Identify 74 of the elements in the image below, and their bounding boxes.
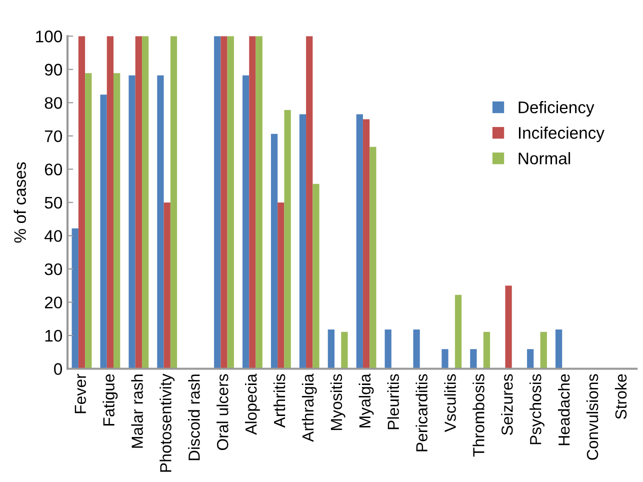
y-tick-label: 20 xyxy=(44,296,62,308)
x-tick-label: Seizures xyxy=(501,374,513,436)
bar xyxy=(341,332,348,369)
bar xyxy=(384,329,392,369)
bar xyxy=(164,202,170,369)
bar xyxy=(527,349,534,369)
bar xyxy=(78,36,86,369)
bar xyxy=(306,36,313,369)
y-tick-label: 80 xyxy=(44,97,62,109)
x-tick-label: Convulsions xyxy=(586,374,598,460)
bar xyxy=(242,75,250,369)
bar xyxy=(142,36,149,369)
x-tick-label: Stroke xyxy=(614,374,627,420)
y-tick-label: 50 xyxy=(44,196,62,209)
x-tick-label: Arthralgia xyxy=(302,374,317,442)
x-tick-label: Vsculitis xyxy=(444,374,456,432)
bar xyxy=(413,329,420,369)
legend-label: Incifeciency xyxy=(518,126,604,142)
bar xyxy=(220,36,228,369)
x-tick-label: Arthritis xyxy=(273,374,286,428)
x-tick-label: Fatigue xyxy=(102,374,118,426)
bar xyxy=(214,36,221,369)
y-tick-label: 10 xyxy=(45,330,62,342)
x-tick-label: Photosentivity xyxy=(160,374,175,472)
bar xyxy=(312,184,320,369)
bar xyxy=(540,332,547,369)
bar xyxy=(470,349,477,369)
y-tick-label: 0 xyxy=(54,363,62,375)
bar xyxy=(328,329,334,369)
bar xyxy=(256,36,262,369)
bar xyxy=(356,114,363,369)
x-tick-label: Fever xyxy=(74,374,86,414)
bar xyxy=(442,349,448,369)
bar xyxy=(278,202,284,369)
legend-label: Deficiency xyxy=(518,101,594,117)
bar xyxy=(505,286,512,369)
y-tick-label: 30 xyxy=(44,263,62,276)
y-tick-label: 40 xyxy=(44,230,62,242)
x-tick-label: Myositis xyxy=(330,374,346,430)
y-axis-title: % of cases xyxy=(14,162,26,243)
x-tick-label: Psychosis xyxy=(530,374,544,444)
y-tick-label: 100 xyxy=(36,30,62,42)
x-tick-label: Discoid rash xyxy=(188,374,200,460)
legend-label: Normal xyxy=(518,152,570,164)
x-tick-label: Malar rash xyxy=(131,374,143,448)
bar xyxy=(128,75,136,369)
x-tick-label: Myalgia xyxy=(358,374,374,428)
y-tick-label: 70 xyxy=(44,130,62,142)
y-tick-label: 60 xyxy=(44,164,62,176)
y-tick-label: 90 xyxy=(44,64,62,76)
x-tick-label: Oral ulcers xyxy=(216,374,228,450)
bar xyxy=(106,36,114,369)
bar xyxy=(270,134,278,369)
bar xyxy=(483,332,490,369)
bar xyxy=(362,119,370,369)
bar xyxy=(157,75,164,369)
bar xyxy=(454,294,462,369)
bar xyxy=(284,110,291,369)
bar xyxy=(227,36,234,369)
bar xyxy=(370,146,376,369)
bar xyxy=(170,36,178,369)
x-tick-label: Alopecia xyxy=(245,374,260,435)
bar xyxy=(85,73,92,369)
x-tick-label: Pericarditis xyxy=(416,374,428,452)
bar xyxy=(72,228,78,369)
bar xyxy=(100,94,107,369)
bar xyxy=(135,36,142,369)
bar xyxy=(299,114,306,369)
x-tick-label: Headache xyxy=(558,374,570,446)
x-tick-label: Pleuritis xyxy=(387,374,400,430)
bar xyxy=(249,36,256,369)
bar xyxy=(114,73,120,369)
x-tick-label: Thrombosis xyxy=(472,374,484,457)
bar xyxy=(555,329,562,369)
